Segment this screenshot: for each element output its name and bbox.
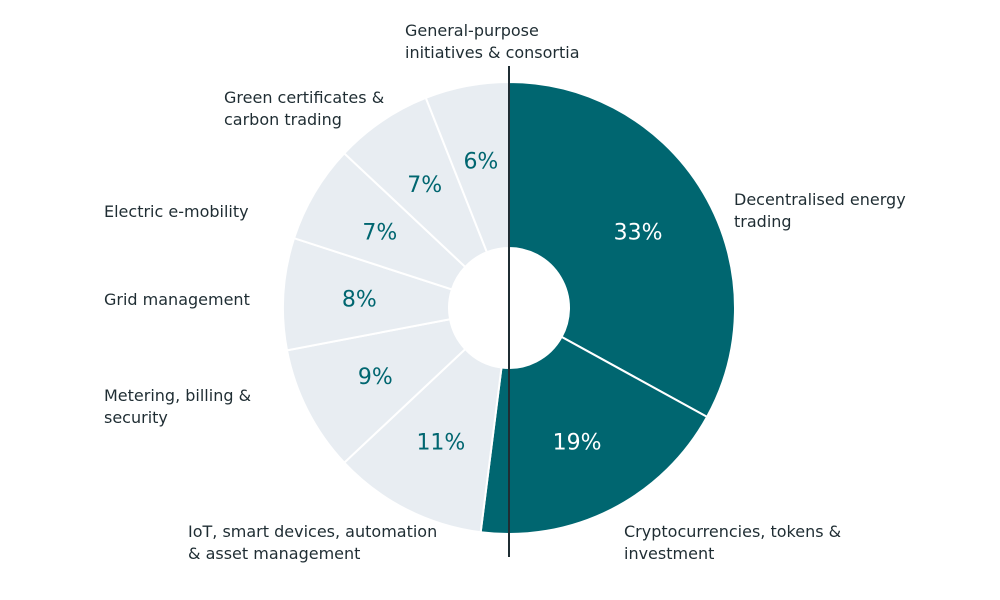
slice-value-label: 11%: [416, 431, 465, 456]
slice-value-label: 7%: [407, 173, 442, 198]
slice-category-label-line: Grid management: [104, 290, 250, 309]
slice-category-label: Grid management: [104, 290, 250, 309]
slice-category-label-line: & asset management: [188, 544, 360, 563]
slice-category-label-line: Cryptocurrencies, tokens &: [624, 522, 841, 541]
donut-slice: [508, 80, 736, 419]
value-labels-group: 33% 19% 11% 9% 8% 7% 7% 6%: [342, 150, 663, 456]
slice-value-label: 33%: [614, 221, 663, 246]
category-labels-group: Decentralised energy trading Cryptocurrenc…: [104, 21, 906, 563]
slice-category-label-line: IoT, smart devices, automation: [188, 522, 437, 541]
slice-category-label-line: Decentralised energy: [734, 190, 906, 209]
slice-value-label: 9%: [358, 365, 393, 390]
slices-group: [282, 80, 736, 535]
slice-value-label: 8%: [342, 288, 377, 313]
slice-category-label-line: carbon trading: [224, 110, 342, 129]
slice-value-label: 7%: [362, 221, 397, 246]
slice-category-label: General-purpose initiatives & consortia: [405, 21, 580, 62]
slice-category-label: Electric e-mobility: [104, 202, 249, 221]
donut-slice: [342, 347, 503, 534]
slice-category-label: Green certificates & carbon trading: [224, 88, 384, 129]
slice-category-label-line: investment: [624, 544, 714, 563]
slice-category-label: Metering, billing & security: [104, 386, 251, 427]
slice-category-label-line: Green certificates &: [224, 88, 384, 107]
slice-category-label: Decentralised energy trading: [734, 190, 906, 231]
slice-category-label: IoT, smart devices, automation & asset ma…: [188, 522, 437, 563]
slice-category-label-line: trading: [734, 212, 792, 231]
slice-category-label-line: General-purpose: [405, 21, 539, 40]
slice-category-label: Cryptocurrencies, tokens & investment: [624, 522, 841, 563]
slice-category-label-line: initiatives & consortia: [405, 43, 580, 62]
slice-category-label-line: Metering, billing &: [104, 386, 251, 405]
slice-value-label: 19%: [553, 431, 602, 456]
slice-value-label: 6%: [463, 150, 498, 175]
slice-category-label-line: Electric e-mobility: [104, 202, 249, 221]
slice-category-label-line: security: [104, 408, 168, 427]
donut-slice: [285, 318, 467, 465]
donut-slice: [282, 236, 454, 352]
donut-slice: [479, 335, 709, 535]
